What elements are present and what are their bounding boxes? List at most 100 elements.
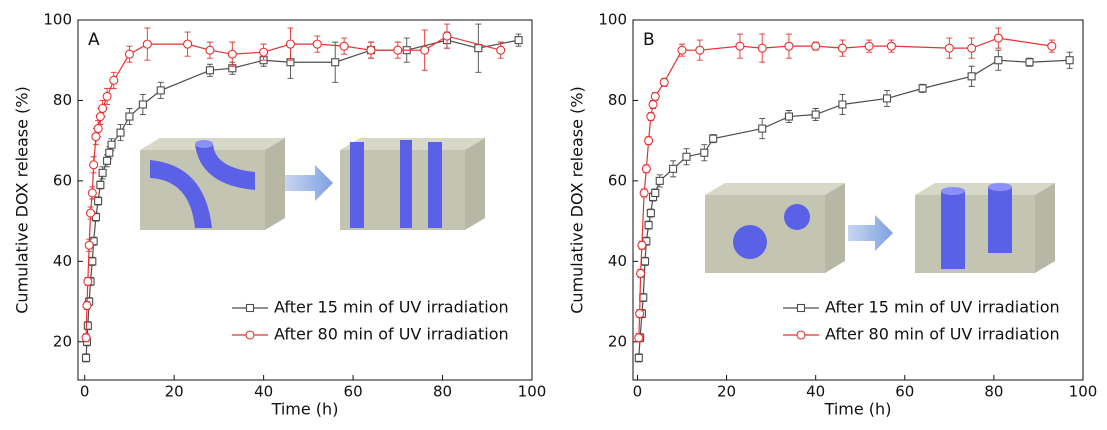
data-point (102, 91, 112, 101)
data-point (944, 43, 954, 53)
data-point (116, 128, 125, 137)
plot-frame (632, 19, 1084, 381)
data-point (640, 257, 650, 266)
data-point (648, 99, 658, 110)
y-tick-label: 40 (608, 252, 627, 270)
x-tick-label: 60 (895, 383, 914, 401)
x-tick-label: 0 (80, 383, 90, 401)
data-point (105, 148, 114, 157)
data-point (393, 45, 403, 55)
data-point (967, 43, 977, 53)
data-point (339, 41, 349, 51)
data-point (634, 353, 643, 362)
data-point (967, 72, 976, 81)
data-point (838, 100, 847, 109)
data-point (641, 164, 651, 174)
data-point (138, 100, 147, 109)
data-point (156, 86, 165, 95)
data-point (514, 36, 523, 45)
y-tick-label: 80 (53, 91, 72, 109)
data-point (784, 112, 793, 121)
data-point (98, 103, 108, 114)
data-point (98, 168, 107, 177)
data-point (650, 91, 660, 101)
data-point (96, 180, 105, 189)
data-point (142, 39, 152, 49)
legend-label: After 80 min of UV irradiation (825, 325, 1060, 344)
data-point (1065, 56, 1074, 65)
x-tick-label: 40 (254, 383, 273, 401)
data-point (259, 47, 269, 57)
data-point (88, 257, 97, 266)
x-tick-label: 60 (344, 383, 363, 401)
data-point (735, 41, 745, 51)
data-point (474, 44, 483, 53)
data-point (312, 39, 322, 49)
data-point (95, 111, 105, 122)
y-tick-label: 100 (598, 11, 627, 29)
legend-label: After 15 min of UV irradiation (274, 298, 509, 317)
x-axis-label: Time (h) (824, 400, 892, 419)
legend-label: After 80 min of UV irradiation (274, 325, 509, 344)
data-point (91, 132, 101, 142)
y-tick-label: 60 (53, 171, 72, 189)
data-point (655, 176, 664, 185)
data-point (87, 188, 97, 198)
x-tick-label: 80 (984, 383, 1003, 401)
illustration-b (705, 183, 1055, 273)
data-point (700, 148, 709, 157)
data-point (634, 333, 644, 343)
data-point (1047, 41, 1057, 51)
y-tick-label: 40 (53, 252, 72, 270)
data-point (639, 293, 648, 302)
data-point (93, 124, 103, 134)
legend-marker (796, 330, 806, 340)
data-point (636, 268, 646, 278)
data-point (644, 221, 653, 230)
data-point (758, 124, 767, 133)
data-point (646, 111, 656, 122)
data-point (864, 41, 874, 51)
data-point (635, 309, 645, 319)
data-point (285, 39, 296, 49)
x-tick-label: 100 (518, 383, 547, 401)
data-point (183, 39, 193, 49)
data-point (784, 41, 794, 51)
data-point (709, 134, 718, 143)
data-point (94, 196, 103, 206)
data-point (442, 31, 452, 41)
y-axis-label: Cumulative DOX release (%) (13, 86, 32, 313)
data-point (886, 41, 896, 51)
data-point (637, 240, 647, 250)
legend-marker (245, 330, 255, 340)
series-line (638, 37, 1052, 338)
data-point (669, 164, 678, 173)
data-point (677, 45, 687, 55)
data-point (695, 45, 705, 55)
data-point (639, 188, 649, 198)
data-point (757, 43, 767, 53)
legend-marker (796, 303, 806, 313)
data-point (82, 301, 92, 311)
y-axis-label: Cumulative DOX release (%) (568, 86, 587, 313)
data-point (82, 353, 91, 362)
data-point (993, 33, 1003, 43)
data-point (125, 112, 134, 121)
x-tick-label: 20 (717, 383, 736, 401)
x-tick-label: 100 (1069, 383, 1098, 401)
x-tick-label: 80 (433, 383, 452, 401)
data-point (646, 209, 655, 218)
data-point (227, 49, 237, 59)
data-point (644, 136, 654, 146)
data-point (918, 84, 927, 93)
data-point (83, 321, 92, 330)
x-axis-label: Time (h) (271, 400, 339, 419)
y-tick-label: 20 (608, 332, 627, 350)
data-point (882, 94, 892, 103)
data-point (205, 45, 215, 55)
panel-letter: B (643, 30, 655, 50)
data-point (811, 110, 820, 119)
data-point (107, 140, 116, 149)
data-point (84, 240, 94, 250)
